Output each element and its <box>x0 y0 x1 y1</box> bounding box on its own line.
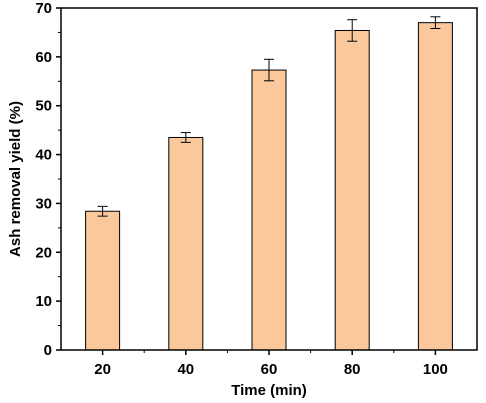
y-tick-label-20: 20 <box>35 244 52 261</box>
y-axis-label: Ash removal yield (%) <box>7 101 24 257</box>
x-tick-label-20: 20 <box>94 361 111 378</box>
x-tick-label-40: 40 <box>177 361 194 378</box>
y-tick-label-60: 60 <box>35 49 52 66</box>
y-tick-label-30: 30 <box>35 195 52 212</box>
x-tick-label-80: 80 <box>344 361 361 378</box>
bar-100 <box>417 22 453 351</box>
y-tick-label-0: 0 <box>44 342 52 359</box>
bar-60 <box>251 69 287 351</box>
y-ticks-group: 0 10 20 30 40 50 60 70 <box>35 0 61 359</box>
error-bars-group <box>97 16 441 217</box>
y-tick-label-50: 50 <box>35 98 52 115</box>
bar-80 <box>334 29 370 351</box>
bar-40 <box>168 136 204 351</box>
x-axis-label: Time (min) <box>231 382 307 399</box>
x-tick-label-60: 60 <box>261 361 278 378</box>
x-tick-label-100: 100 <box>423 361 448 378</box>
x-ticks-group: 20 40 60 80 100 <box>94 350 448 378</box>
bar-20 <box>85 210 121 351</box>
y-tick-label-10: 10 <box>35 293 52 310</box>
y-tick-label-70: 70 <box>35 0 52 17</box>
y-tick-label-40: 40 <box>35 147 52 164</box>
